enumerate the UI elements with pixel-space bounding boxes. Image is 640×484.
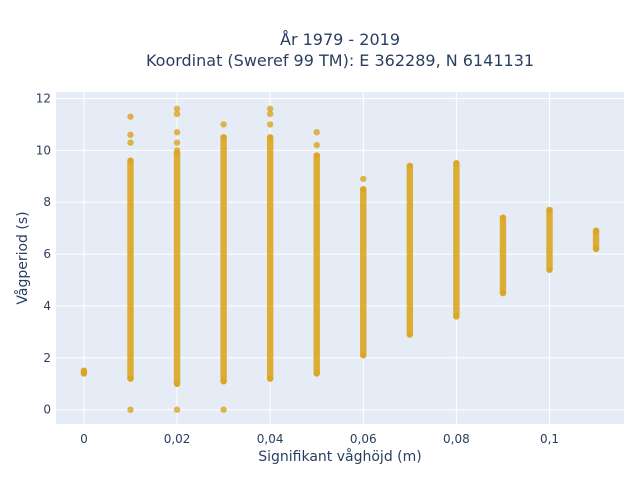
y-axis-title: Vågperiod (s) <box>14 211 31 304</box>
y-tick-label: 2 <box>43 351 51 365</box>
data-point <box>173 147 181 154</box>
data-point <box>220 378 227 385</box>
data-point <box>406 162 414 170</box>
y-tick-label: 0 <box>43 403 51 417</box>
data-point <box>592 245 600 253</box>
data-point <box>220 134 227 141</box>
data-point <box>173 380 181 387</box>
data-point <box>266 134 274 141</box>
data-point <box>546 266 553 273</box>
data-point <box>80 367 88 375</box>
y-tick-label: 12 <box>36 91 51 105</box>
data-point <box>313 141 320 149</box>
data-point <box>127 113 134 120</box>
data-point <box>220 406 227 413</box>
data-point <box>499 214 507 221</box>
data-point <box>266 375 274 382</box>
data-point <box>360 175 367 183</box>
data-point <box>266 105 274 113</box>
data-point <box>453 160 460 167</box>
x-tick-label: 0 <box>80 432 88 446</box>
data-point <box>127 131 134 138</box>
x-tick-label: 0,04 <box>257 432 284 446</box>
x-tick-label: 0,1 <box>540 432 559 446</box>
data-point <box>313 370 320 377</box>
x-axis-title: Signifikant våghöjd (m) <box>258 448 421 465</box>
data-point <box>173 139 181 146</box>
y-tick-label: 4 <box>43 299 51 313</box>
data-point <box>127 375 134 382</box>
data-point <box>360 186 367 193</box>
data-point <box>499 289 507 297</box>
data-point <box>313 129 320 136</box>
plot-background <box>56 92 624 424</box>
chart-title-line-2: Koordinat (Sweref 99 TM): E 362289, N 61… <box>146 51 534 70</box>
data-point <box>406 331 414 338</box>
data-point <box>127 139 134 146</box>
data-point <box>173 129 181 136</box>
x-tick-label: 0,02 <box>164 432 191 446</box>
y-tick-label: 6 <box>43 247 51 261</box>
data-point <box>266 110 274 118</box>
data-point <box>266 121 274 128</box>
y-tick-label: 8 <box>43 195 51 209</box>
data-point <box>592 227 600 234</box>
y-tick-label: 10 <box>36 143 51 157</box>
data-point <box>313 152 320 159</box>
data-markers <box>80 105 600 413</box>
data-point <box>360 352 367 359</box>
data-point <box>220 121 227 128</box>
data-point <box>453 313 460 320</box>
data-point <box>173 105 181 113</box>
x-tick-label: 0,08 <box>443 432 470 446</box>
tick-labels: 0 0,02 0,04 0,06 0,08 0,1 0 2 4 6 8 10 12 <box>36 91 559 446</box>
data-point <box>127 157 134 164</box>
data-point <box>173 110 181 118</box>
chart-title-line-1: År 1979 - 2019 <box>280 30 400 49</box>
data-point <box>173 406 181 413</box>
x-tick-label: 0,06 <box>350 432 377 446</box>
data-point <box>127 406 134 413</box>
data-point <box>546 206 553 214</box>
